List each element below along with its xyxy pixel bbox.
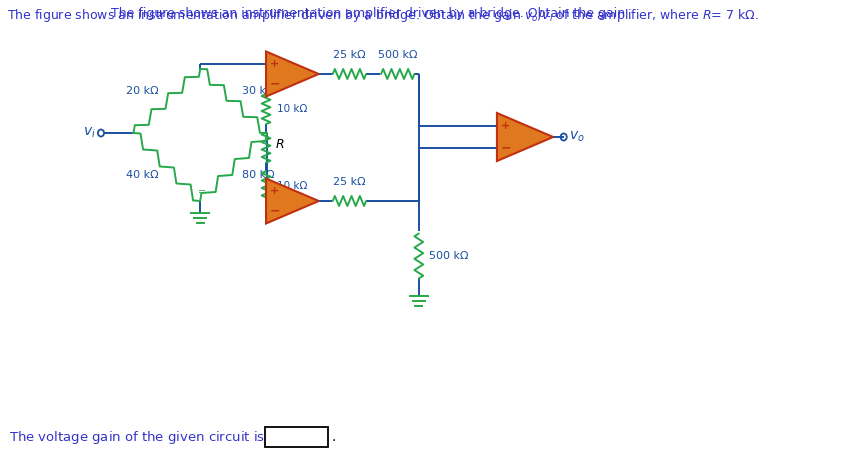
Text: +: + bbox=[500, 121, 510, 131]
Text: +: + bbox=[270, 59, 279, 69]
Text: $v_o$: $v_o$ bbox=[568, 130, 584, 144]
Text: 10 kΩ: 10 kΩ bbox=[276, 181, 306, 191]
Text: The figure shows an instrumentation amplifier driven by a bridge. Obtain the gai: The figure shows an instrumentation ampl… bbox=[7, 7, 758, 24]
Text: 20 kΩ: 20 kΩ bbox=[126, 86, 159, 96]
Text: $v_i$: $v_i$ bbox=[83, 126, 95, 140]
Polygon shape bbox=[266, 179, 318, 224]
Text: 500 kΩ: 500 kΩ bbox=[377, 50, 417, 60]
Text: 25 kΩ: 25 kΩ bbox=[333, 177, 365, 187]
FancyBboxPatch shape bbox=[265, 427, 328, 447]
Text: −: − bbox=[269, 78, 279, 90]
Text: +: + bbox=[270, 186, 279, 196]
Text: .: . bbox=[332, 430, 336, 444]
Text: =: = bbox=[197, 187, 206, 197]
Text: $R$: $R$ bbox=[274, 138, 284, 151]
Text: −: − bbox=[269, 205, 279, 218]
Text: 10 kΩ: 10 kΩ bbox=[276, 104, 306, 114]
Text: The figure shows an instrumentation amplifier driven by a bridge. Obtain the gai: The figure shows an instrumentation ampl… bbox=[111, 7, 629, 20]
Text: −: − bbox=[500, 141, 511, 154]
Polygon shape bbox=[266, 51, 318, 96]
Text: The voltage gain of the given circuit is $v_o/v_i$=: The voltage gain of the given circuit is… bbox=[8, 429, 308, 446]
Text: 500 kΩ: 500 kΩ bbox=[429, 251, 468, 261]
Text: 25 kΩ: 25 kΩ bbox=[333, 50, 365, 60]
Text: 80 kΩ: 80 kΩ bbox=[241, 170, 274, 180]
Text: 30 kΩ: 30 kΩ bbox=[241, 86, 274, 96]
Polygon shape bbox=[496, 113, 553, 161]
Text: 40 kΩ: 40 kΩ bbox=[126, 170, 159, 180]
